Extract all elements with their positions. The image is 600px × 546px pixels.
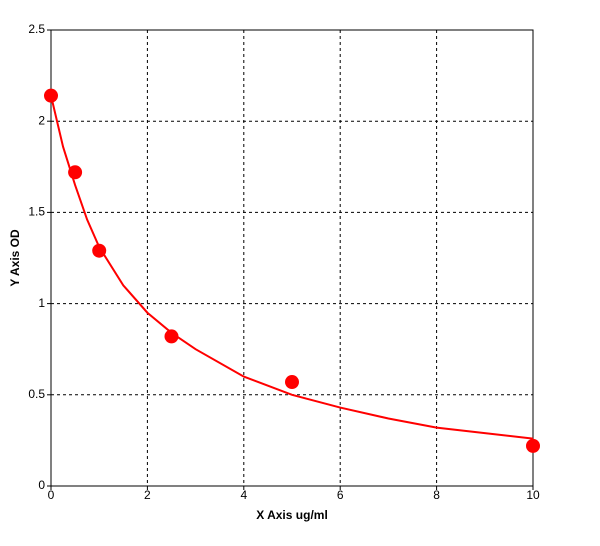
y-tick-label: 1 [38, 296, 45, 310]
data-point [164, 329, 179, 344]
y-tick-label: 0 [38, 478, 45, 492]
fit-curve [50, 95, 534, 440]
plot-frame [50, 29, 534, 487]
y-tick-label: 2 [38, 113, 45, 127]
data-point [68, 165, 83, 180]
x-tick-label: 10 [526, 488, 540, 502]
y-tick-label: 0.5 [28, 387, 45, 401]
x-tick-label: 6 [337, 488, 344, 502]
data-point [92, 243, 107, 258]
x-tick-label: 2 [144, 488, 151, 502]
y-tick-label: 2.5 [28, 22, 45, 36]
y-tick-label: 1.5 [28, 205, 45, 219]
data-point [526, 438, 540, 453]
x-tick-label: 8 [433, 488, 440, 502]
x-axis-label: X Axis ug/ml [256, 508, 328, 522]
y-axis-label: Y Axis OD [8, 229, 22, 287]
x-tick-label: 0 [48, 488, 55, 502]
x-tick-label: 4 [240, 488, 247, 502]
data-point [285, 375, 299, 390]
data-point [44, 88, 58, 103]
